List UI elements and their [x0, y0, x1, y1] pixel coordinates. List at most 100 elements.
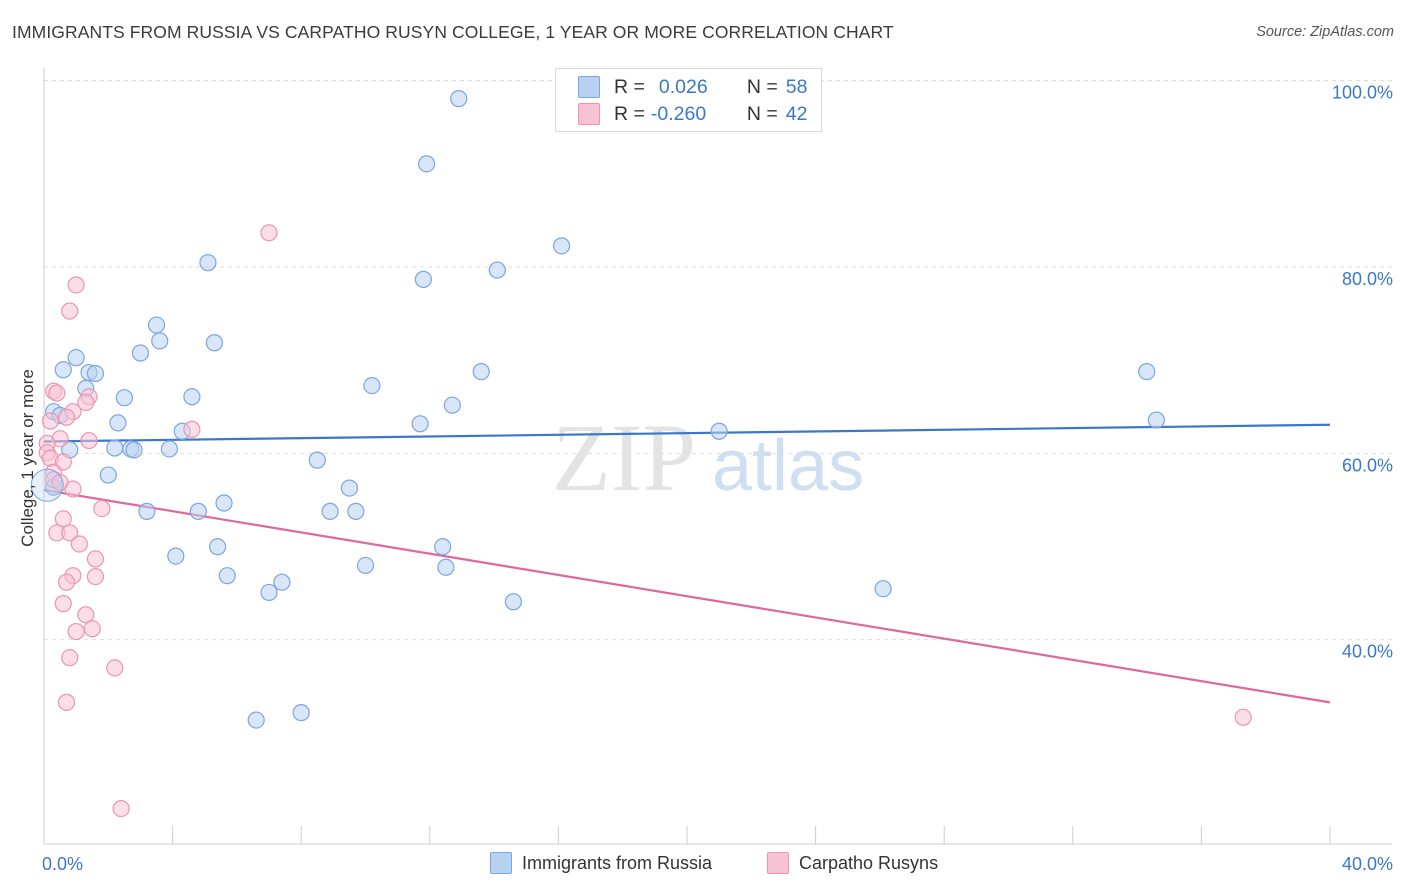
- point-russia: [109, 414, 127, 432]
- watermark-zip: ZIP: [552, 404, 696, 511]
- point-russia: [450, 90, 468, 108]
- point-rusyn: [54, 595, 72, 613]
- point-russia: [99, 466, 117, 484]
- point-russia: [874, 580, 892, 598]
- point-russia: [67, 349, 85, 367]
- bottom-legend-label-russia: Immigrants from Russia: [522, 852, 713, 873]
- point-russia: [131, 344, 150, 362]
- legend-swatch-blue: [490, 852, 512, 874]
- point-rusyn: [77, 393, 95, 411]
- point-russia: [205, 334, 223, 352]
- point-russia: [189, 502, 207, 520]
- legend-swatch-pink: [767, 852, 789, 874]
- point-rusyn: [112, 799, 130, 818]
- watermark: ZIP atlas: [552, 404, 864, 511]
- point-rusyn: [77, 606, 95, 624]
- legend-r-value: -0.260: [650, 102, 707, 125]
- x-tick-label: 40.0%: [1342, 854, 1393, 874]
- point-rusyn: [183, 420, 201, 438]
- bottom-legend-rusyn: Carpatho Rusyns: [767, 852, 938, 874]
- source-label: Source: ZipAtlas.com: [1256, 24, 1394, 40]
- legend: R = 0.026 N = 58 R = -0.260 N = 42: [555, 68, 822, 132]
- x-tick-label: 0.0%: [42, 854, 83, 874]
- point-russia: [86, 364, 105, 383]
- y-axis-label: College, 1 year or more: [18, 369, 37, 547]
- point-russia: [553, 237, 571, 255]
- point-rusyn: [67, 276, 85, 294]
- point-russia: [167, 547, 185, 565]
- point-russia: [434, 538, 452, 556]
- legend-row-russia: R = 0.026 N = 58: [578, 74, 807, 100]
- point-russia: [488, 261, 506, 279]
- trend-lines: [43, 423, 1331, 704]
- watermark-atlas: atlas: [712, 426, 864, 506]
- point-russia: [218, 567, 236, 585]
- point-rusyn: [70, 535, 88, 553]
- point-rusyn: [67, 622, 85, 641]
- legend-n-label: N =: [746, 75, 778, 98]
- trend-line-russia: [43, 423, 1331, 443]
- y-tick-labels: 40.0% 60.0% 80.0% 100.0%: [1332, 83, 1393, 662]
- point-russia: [260, 583, 278, 602]
- point-russia: [183, 388, 201, 406]
- point-russia: [411, 415, 429, 433]
- point-russia: [356, 556, 375, 575]
- point-russia: [115, 389, 133, 407]
- legend-r-value: 0.026: [658, 75, 708, 98]
- point-russia: [125, 441, 143, 459]
- legend-swatch-blue: [578, 76, 600, 98]
- legend-r-label: R =: [614, 75, 645, 98]
- point-russia: [199, 254, 217, 272]
- point-russia: [1138, 363, 1156, 381]
- point-russia: [273, 573, 291, 591]
- point-rusyn: [61, 649, 79, 667]
- point-rusyn: [260, 224, 278, 242]
- point-rusyn: [86, 550, 105, 568]
- point-rusyn: [61, 302, 79, 320]
- point-russia: [308, 451, 326, 469]
- point-russia: [414, 270, 432, 288]
- point-russia-cluster: [30, 468, 64, 502]
- point-russia: [215, 494, 233, 512]
- point-rusyn: [57, 573, 76, 591]
- point-rusyn: [106, 659, 124, 677]
- y-tick-label: 60.0%: [1342, 455, 1393, 475]
- point-russia: [443, 396, 461, 414]
- point-rusyn: [57, 408, 76, 426]
- point-rusyn: [54, 510, 72, 528]
- point-rusyn: [64, 480, 82, 498]
- point-russia: [209, 538, 227, 556]
- point-russia: [1147, 411, 1165, 429]
- data-points: [30, 90, 1252, 818]
- point-russia: [151, 332, 169, 350]
- bottom-legend-label-rusyn: Carpatho Rusyns: [799, 852, 939, 873]
- legend-r-label: R =: [614, 102, 645, 125]
- x-tick-labels: 0.0% 40.0%: [42, 854, 1393, 874]
- point-russia: [147, 316, 166, 334]
- point-russia: [54, 361, 72, 379]
- point-russia: [160, 440, 178, 458]
- point-russia: [363, 377, 381, 395]
- point-russia: [347, 502, 365, 520]
- y-tick-label: 80.0%: [1342, 269, 1393, 289]
- chart-title: IMMIGRANTS FROM RUSSIA VS CARPATHO RUSYN…: [12, 22, 894, 42]
- point-rusyn: [61, 524, 79, 542]
- legend-n-value: 58: [785, 75, 808, 98]
- point-rusyn: [41, 412, 60, 430]
- point-rusyn: [48, 384, 66, 402]
- point-russia: [292, 704, 310, 722]
- point-russia: [437, 558, 455, 576]
- point-russia: [106, 439, 124, 457]
- point-russia: [138, 502, 156, 520]
- legend-swatch-pink: [578, 103, 600, 125]
- point-russia: [504, 593, 522, 611]
- point-russia: [417, 155, 436, 173]
- point-russia: [321, 502, 339, 520]
- legend-n-label: N =: [746, 102, 778, 125]
- point-rusyn: [86, 567, 105, 586]
- point-rusyn: [1234, 708, 1252, 726]
- point-russia: [472, 363, 490, 381]
- y-tick-label: 100.0%: [1332, 83, 1393, 103]
- point-rusyn: [93, 499, 111, 518]
